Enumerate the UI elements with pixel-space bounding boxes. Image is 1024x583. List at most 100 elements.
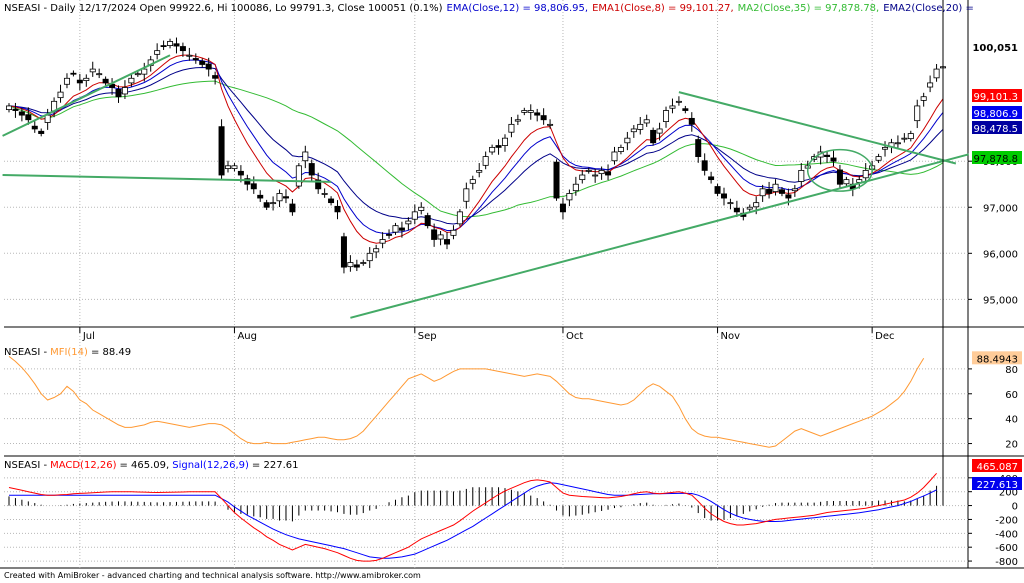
- price-label-bg: [972, 121, 1022, 134]
- candle-body: [701, 160, 708, 171]
- candle-body: [250, 183, 257, 190]
- candle-body: [76, 79, 83, 84]
- candle-body: [927, 82, 934, 88]
- candle-body: [437, 234, 444, 240]
- candle-body: [482, 156, 489, 166]
- candle-body: [675, 100, 682, 103]
- candle-body: [650, 129, 657, 144]
- candle-body: [469, 179, 476, 184]
- candle-body: [38, 130, 45, 134]
- candle-body: [134, 73, 141, 76]
- candle-body: [18, 111, 25, 116]
- macd-current-label-bg: [972, 459, 1022, 472]
- macd-line: [8, 472, 937, 562]
- mfi-current-label: 88.4943: [977, 354, 1018, 365]
- candle-body: [682, 108, 689, 111]
- price-label-bg: [972, 151, 1022, 164]
- candle-body: [205, 63, 212, 70]
- price-label-text: 99,101.3: [973, 92, 1018, 103]
- candle-body: [353, 264, 360, 268]
- candle-body: [843, 179, 850, 185]
- candle-body: [495, 145, 502, 148]
- candle-body: [733, 207, 740, 213]
- price-legend-item: NSEASI - Daily 12/17/2024 Open 99922.6, …: [4, 3, 443, 14]
- candle-body: [347, 262, 354, 268]
- candle-body: [798, 170, 805, 182]
- candle-body: [70, 72, 77, 75]
- candle-body: [237, 170, 244, 176]
- candle-body: [57, 91, 64, 99]
- candle-body: [489, 146, 496, 153]
- candle-body: [340, 236, 347, 268]
- mfi-y-tick-label: 40: [1005, 415, 1018, 426]
- candle-body: [688, 117, 695, 125]
- macd-legend-item: MACD(12,26): [50, 460, 117, 471]
- candle-body: [418, 206, 425, 211]
- price-label-text: 97,878.8: [973, 154, 1018, 165]
- price-label-bg: [972, 89, 1022, 102]
- candle-body: [186, 54, 193, 57]
- month-label: Aug: [237, 331, 257, 342]
- mfi-current-label-bg: [972, 351, 1022, 365]
- macd-current-label: 227.613: [977, 480, 1018, 491]
- ma2-35-line: [8, 80, 944, 218]
- candle-body: [141, 68, 148, 75]
- candle-body: [270, 202, 277, 205]
- candle-body: [102, 78, 109, 84]
- mfi-y-tick-label: 60: [1005, 390, 1018, 401]
- candle-body: [630, 128, 637, 133]
- macd-y-tick-label: -400: [995, 529, 1018, 540]
- mfi-y-tick-label: 80: [1005, 365, 1018, 376]
- mfi-legend-item: = 88.49: [91, 347, 131, 358]
- candle-body: [753, 202, 760, 208]
- candle-body: [431, 229, 438, 240]
- price-y-tick-label: 97,000: [983, 203, 1018, 214]
- macd-legend-item: = 465.09,: [119, 460, 169, 471]
- signal-line: [9, 482, 937, 559]
- price-label-text: 100,051: [972, 43, 1018, 54]
- mfi-line: [8, 356, 925, 448]
- macd-legend-item: Signal(12,26,9): [172, 460, 249, 471]
- month-label: Oct: [566, 331, 583, 342]
- candle-body: [308, 163, 315, 176]
- price-label-text: 98,806.9: [973, 109, 1018, 120]
- trendline: [678, 91, 957, 165]
- candle-body: [920, 96, 927, 101]
- candle-body: [914, 105, 921, 122]
- trendline: [2, 174, 332, 183]
- candle-body: [663, 110, 670, 122]
- macd-legend-item: NSEASI -: [4, 460, 47, 471]
- mfi-legend-item: MFI(14): [50, 347, 88, 358]
- candle-body: [708, 176, 715, 181]
- candle-body: [534, 112, 541, 116]
- candle-body: [772, 183, 779, 192]
- candle-body: [328, 198, 335, 204]
- candle-body: [12, 108, 19, 111]
- candle-body: [444, 239, 451, 245]
- month-label: Nov: [721, 331, 741, 342]
- candle-body: [617, 146, 624, 152]
- candle-body: [656, 128, 663, 134]
- candle-body: [282, 196, 289, 199]
- candle-body: [392, 225, 399, 233]
- candle-body: [598, 170, 605, 175]
- ema1-8-line: [8, 54, 944, 244]
- price-legend-item: EMA(Close,12) = 98,806.95,: [447, 3, 589, 14]
- candle-body: [592, 174, 599, 177]
- price-legend-item: EMA1(Close,8) = 99,101.27,: [592, 3, 734, 14]
- trendline: [350, 153, 970, 319]
- candle-body: [882, 146, 889, 150]
- candle-body: [244, 178, 251, 185]
- candle-body: [746, 206, 753, 210]
- candle-body: [109, 83, 116, 88]
- candle-body: [579, 174, 586, 181]
- candle-body: [89, 68, 96, 73]
- pattern-ellipse: [806, 148, 873, 192]
- candle-body: [669, 105, 676, 109]
- macd-current-label-bg: [972, 477, 1022, 490]
- candle-body: [373, 248, 380, 253]
- macd-y-tick-label: -800: [995, 557, 1018, 568]
- candle-body: [192, 58, 199, 61]
- candle-body: [450, 229, 457, 236]
- candle-body: [173, 43, 180, 47]
